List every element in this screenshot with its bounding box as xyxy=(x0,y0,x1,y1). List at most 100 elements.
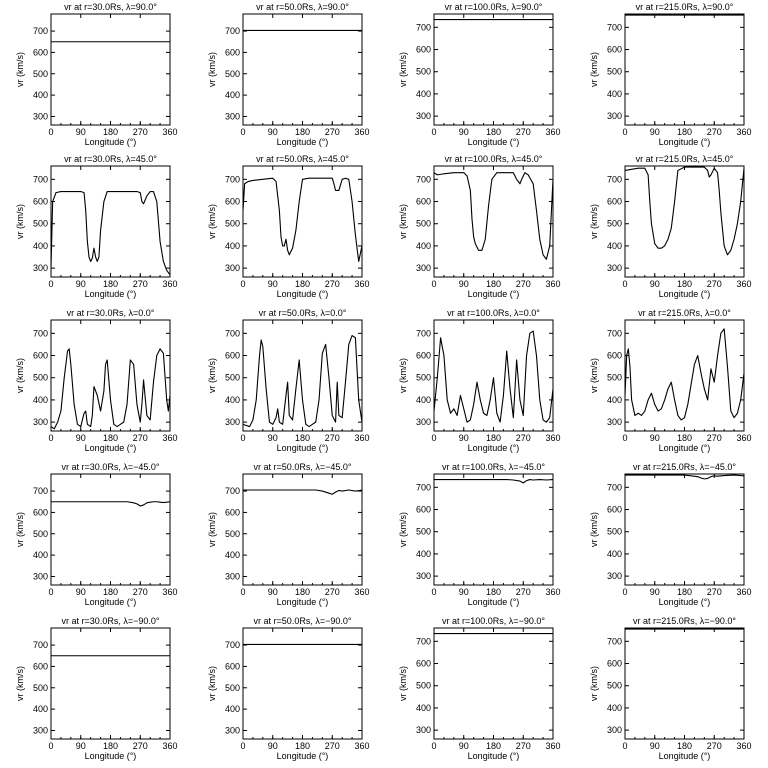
chart-10-ytick-label: 400 xyxy=(225,395,240,405)
chart-1-xtick-label: 180 xyxy=(103,127,118,137)
chart-4-xtick-label: 270 xyxy=(707,127,722,137)
chart-20-ytick-label: 700 xyxy=(607,636,622,646)
chart-5-xtick-label: 360 xyxy=(162,279,177,289)
chart-20-xtick-label: 0 xyxy=(622,741,627,751)
chart-9-panel: vr at r=30.0Rs, λ=0.0° 0 90 180 270 360 300 400… xyxy=(15,308,178,453)
chart-14-xtick-label: 270 xyxy=(325,587,340,597)
chart-12-ylabel: vr (km/s) xyxy=(589,358,599,393)
chart-19-frame xyxy=(433,627,554,740)
chart-18-panel: vr at r=50.0Rs, λ=−90.0° 0 90 180 270 360 300 4… xyxy=(207,616,370,761)
chart-7-ytick-label: 500 xyxy=(416,219,431,229)
chart-15-frame xyxy=(433,473,554,586)
chart-9-ytick-label: 700 xyxy=(33,328,48,338)
chart-8-ylabel: vr (km/s) xyxy=(589,204,599,239)
chart-18-ytick-label: 300 xyxy=(225,725,240,735)
chart-11-panel: vr at r=100.0Rs, λ=0.0° 0 90 180 270 360 300 40… xyxy=(398,308,561,453)
chart-19-xtick-label: 180 xyxy=(486,741,501,751)
chart-12-ytick-label: 700 xyxy=(607,328,622,338)
chart-16-ytick-label: 500 xyxy=(607,527,622,537)
chart-6-title: vr at r=50.0Rs, λ=45.0° xyxy=(256,154,349,164)
chart-4-title: vr at r=215.0Rs, λ=90.0° xyxy=(636,2,734,12)
chart-15-series-line xyxy=(434,478,554,484)
chart-18-ytick-label: 700 xyxy=(225,640,240,650)
chart-8-ytick-label: 600 xyxy=(607,197,622,207)
chart-16-ytick-label: 300 xyxy=(607,571,622,581)
chart-20-frame xyxy=(624,627,745,740)
chart-13-title: vr at r=30.0Rs, λ=−45.0° xyxy=(62,462,160,472)
chart-11-title: vr at r=100.0Rs, λ=0.0° xyxy=(447,308,540,318)
chart-20-ytick-label: 500 xyxy=(607,681,622,691)
chart-2-xtick-label: 0 xyxy=(240,127,245,137)
chart-17-xtick-label: 270 xyxy=(133,741,148,751)
chart-7-ytick-label: 400 xyxy=(416,241,431,251)
chart-15-xtick-label: 180 xyxy=(486,587,501,597)
chart-16-panel: vr at r=215.0Rs, λ=−45.0° 0 90 180 270 360 300… xyxy=(589,462,752,607)
chart-8-ytick-label: 400 xyxy=(607,241,622,251)
chart-12-xtick-label: 270 xyxy=(707,433,722,443)
chart-8-xtick-label: 360 xyxy=(736,279,751,289)
chart-11-xtick-label: 270 xyxy=(516,433,531,443)
chart-9-ytick-label: 400 xyxy=(33,395,48,405)
chart-5-ytick-label: 600 xyxy=(33,197,48,207)
chart-6-ytick-label: 300 xyxy=(225,263,240,273)
chart-14-panel: vr at r=50.0Rs, λ=−45.0° 0 90 180 270 360 300 4… xyxy=(207,462,370,607)
chart-4-xtick-label: 180 xyxy=(677,127,692,137)
chart-4-ylabel: vr (km/s) xyxy=(589,52,599,87)
chart-14-ytick-label: 300 xyxy=(225,571,240,581)
chart-18-ylabel: vr (km/s) xyxy=(207,666,217,701)
chart-3-xtick-label: 90 xyxy=(459,127,469,137)
chart-1-ytick-label: 700 xyxy=(33,26,48,36)
chart-17-ytick-label: 700 xyxy=(33,640,48,650)
chart-10-xlabel: Longitude (°) xyxy=(277,443,329,453)
chart-10-title: vr at r=50.0Rs, λ=0.0° xyxy=(259,308,347,318)
chart-13-ytick-label: 600 xyxy=(33,507,48,517)
chart-15-xtick-label: 270 xyxy=(516,587,531,597)
chart-5-ylabel: vr (km/s) xyxy=(15,204,25,239)
chart-12-title: vr at r=215.0Rs, λ=0.0° xyxy=(638,308,731,318)
chart-8-series-line xyxy=(624,166,745,256)
chart-12-xtick-label: 360 xyxy=(736,433,751,443)
chart-14-xtick-label: 0 xyxy=(240,587,245,597)
chart-16-xtick-label: 360 xyxy=(736,587,751,597)
chart-4-xtick-label: 90 xyxy=(650,127,660,137)
chart-20-ytick-label: 600 xyxy=(607,659,622,669)
chart-14-xtick-label: 90 xyxy=(268,587,278,597)
chart-9-xtick-label: 270 xyxy=(133,433,148,443)
chart-9-frame xyxy=(50,319,171,432)
chart-4-xtick-label: 0 xyxy=(622,127,627,137)
chart-5-frame xyxy=(50,165,171,278)
chart-10-ylabel: vr (km/s) xyxy=(207,358,217,393)
chart-16-xlabel: Longitude (°) xyxy=(659,597,711,607)
chart-8-xlabel: Longitude (°) xyxy=(659,289,711,299)
chart-9-xtick-label: 0 xyxy=(48,433,53,443)
chart-7-xtick-label: 90 xyxy=(459,279,469,289)
chart-15-ytick-label: 600 xyxy=(416,505,431,515)
chart-7-ytick-label: 300 xyxy=(416,263,431,273)
chart-1-xtick-label: 360 xyxy=(162,127,177,137)
chart-7-xtick-label: 180 xyxy=(486,279,501,289)
chart-19-xtick-label: 90 xyxy=(459,741,469,751)
chart-1-panel: vr at r=30.0Rs, λ=90.0° 0 90 180 270 360 300 40… xyxy=(15,2,178,147)
chart-3-ytick-label: 600 xyxy=(416,45,431,55)
chart-13-frame xyxy=(50,473,171,586)
chart-1-ylabel: vr (km/s) xyxy=(15,52,25,87)
chart-13-xtick-label: 90 xyxy=(76,587,86,597)
chart-11-xtick-label: 0 xyxy=(431,433,436,443)
chart-17-ytick-label: 500 xyxy=(33,683,48,693)
chart-6-xtick-label: 270 xyxy=(325,279,340,289)
chart-12-panel: vr at r=215.0Rs, λ=0.0° 0 90 180 270 360 300 40… xyxy=(589,308,752,453)
chart-17-xtick-label: 0 xyxy=(48,741,53,751)
chart-11-ytick-label: 500 xyxy=(416,373,431,383)
chart-14-xtick-label: 360 xyxy=(354,587,369,597)
chart-3-ytick-label: 300 xyxy=(416,111,431,121)
chart-7-xtick-label: 270 xyxy=(516,279,531,289)
chart-13-ytick-label: 700 xyxy=(33,486,48,496)
chart-17-ytick-label: 400 xyxy=(33,704,48,714)
chart-15-xlabel: Longitude (°) xyxy=(468,597,520,607)
chart-19-ytick-label: 500 xyxy=(416,681,431,691)
chart-7-ytick-label: 600 xyxy=(416,197,431,207)
chart-11-frame xyxy=(433,319,554,432)
chart-20-xtick-label: 360 xyxy=(736,741,751,751)
chart-11-ytick-label: 700 xyxy=(416,328,431,338)
chart-10-xtick-label: 90 xyxy=(268,433,278,443)
